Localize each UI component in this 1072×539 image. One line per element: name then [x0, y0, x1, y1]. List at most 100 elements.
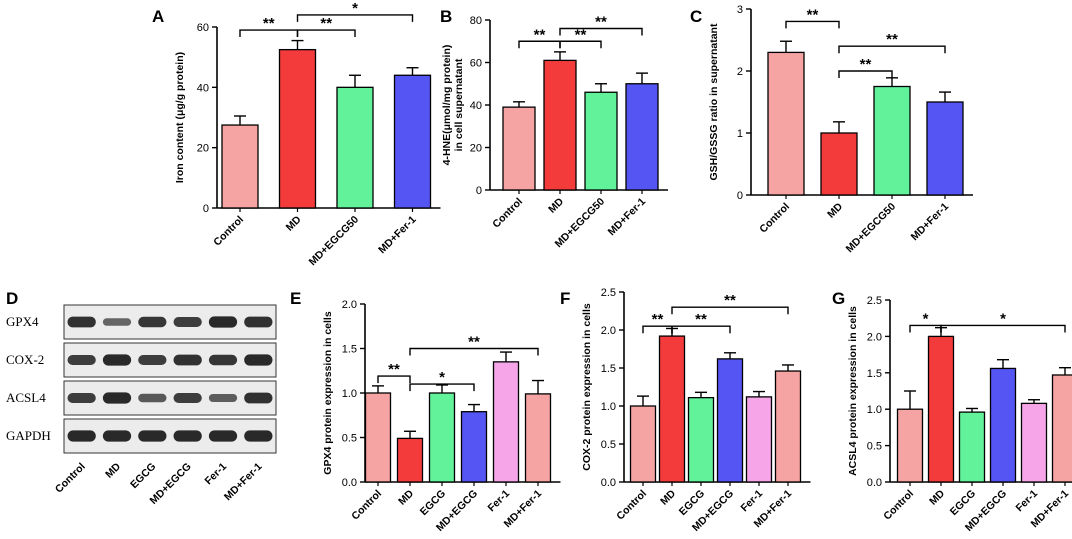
significance-label: **	[595, 14, 607, 31]
significance-label: **	[534, 26, 546, 43]
blot-band	[208, 354, 238, 366]
blot-lane-label: Control	[53, 461, 88, 496]
y-tick-label: 60	[197, 22, 209, 34]
bar-md-fer-1	[774, 370, 802, 483]
significance-label: **	[652, 311, 664, 328]
bar-md	[278, 48, 317, 209]
bar-control	[629, 405, 657, 483]
bar-fer-1	[1020, 402, 1048, 483]
blot-band	[173, 354, 202, 366]
bar-md-egcg	[460, 411, 488, 483]
y-tick-label: 0.0	[867, 477, 882, 489]
y-axis-title: in cell supernatant	[453, 58, 465, 151]
category-label: MD	[396, 487, 416, 507]
significance-label: **	[724, 292, 736, 309]
y-tick-label: 2.0	[601, 325, 616, 337]
blot-band	[102, 318, 132, 326]
y-tick-label: 80	[470, 15, 482, 27]
significance-bracket	[838, 45, 946, 54]
significance-bracket	[296, 14, 414, 22]
y-tick-label: 0	[476, 185, 482, 197]
y-axis-title: 4-HNE(μmol/mg protein)	[441, 45, 453, 166]
y-tick-label: 2.0	[867, 331, 882, 343]
significance-label: **	[468, 334, 480, 351]
blot-band	[102, 430, 132, 442]
bar-md-fer-1	[524, 393, 552, 483]
y-tick-label: 2.0	[342, 299, 357, 311]
bar-md-egcg	[716, 358, 744, 483]
panel-label-d: D	[6, 289, 18, 308]
y-tick-label: 20	[197, 143, 209, 155]
bar-md	[543, 59, 577, 191]
category-label: Control	[881, 488, 916, 523]
blot-band	[244, 354, 273, 366]
panel-label-e: E	[290, 289, 301, 308]
significance-label: **	[807, 6, 819, 23]
y-tick-label: 0	[737, 190, 743, 202]
significance-label: **	[886, 31, 898, 48]
y-tick-label: 2	[737, 66, 743, 78]
blot-band	[173, 430, 202, 442]
category-label: Fer-1	[1013, 488, 1040, 515]
bar-md	[396, 437, 424, 483]
bar-md-egcg50	[336, 86, 374, 209]
category-label: Control	[490, 196, 525, 231]
y-tick-label: 1.0	[342, 388, 357, 400]
blot-protein-label: GAPDH	[6, 428, 51, 443]
significance-bracket	[785, 20, 840, 29]
panel-label-f: F	[560, 289, 570, 308]
blot-protein-label: ACSL4	[6, 390, 46, 405]
blot-lane-label: MD+Fer-1	[222, 461, 265, 504]
significance-bracket	[838, 70, 893, 78]
y-tick-label: 1.5	[601, 363, 616, 375]
y-axis-title: GPX4 protein expression in cells	[322, 311, 334, 475]
significance-bracket	[409, 347, 539, 356]
blot-band	[138, 393, 167, 403]
y-tick-label: 1.0	[867, 404, 882, 416]
panel-label-g: G	[832, 289, 845, 308]
significance-bracket	[671, 325, 731, 334]
bar-egcg	[958, 411, 986, 483]
bar-md	[658, 335, 686, 483]
significance-label: *	[923, 310, 929, 327]
bar-control	[896, 408, 924, 483]
blot-band	[102, 354, 132, 366]
bar-md-fer-1	[926, 101, 964, 196]
significance-label: *	[1000, 310, 1006, 327]
significance-label: **	[388, 361, 400, 378]
category-label: MD+EGCG50	[307, 214, 362, 269]
y-tick-label: 60	[470, 58, 482, 70]
blot-protein-label: GPX4	[6, 314, 39, 329]
category-label: Fer-1	[485, 488, 512, 515]
category-label: Fer-1	[738, 488, 765, 515]
category-label: MD+Fer-1	[376, 214, 419, 257]
blot-lane-label: EGCG	[128, 461, 158, 491]
y-tick-label: 1	[737, 128, 743, 140]
y-tick-label: 1.5	[867, 368, 882, 380]
category-label: MD+Fer-1	[909, 201, 952, 244]
chart-panel-a: A 0 20 40 60 Iron content (μg/g protein) Contr…	[152, 0, 441, 268]
blot-lane-label: MD	[103, 460, 123, 480]
blot-band	[244, 392, 273, 404]
y-axis-title: ACSL4 protein expression in cells	[847, 306, 859, 476]
chart-panel-g: G 0.0 0.5 1.0 1.5 2.0 2.5 ACSL4 protein express…	[832, 289, 1072, 534]
y-tick-label: 1.0	[601, 401, 616, 413]
bar-md-egcg50	[584, 91, 618, 191]
category-label: Control	[211, 214, 246, 249]
blot-band	[244, 430, 273, 442]
y-tick-label: 1.5	[342, 344, 357, 356]
category-label: MD	[658, 487, 678, 507]
blot-band	[138, 316, 167, 328]
category-label: MD	[284, 213, 304, 233]
significance-label: **	[263, 15, 275, 32]
bar-control	[364, 392, 392, 483]
bar-md-egcg50	[873, 85, 911, 196]
blot-protein-label: COX-2	[6, 352, 44, 367]
bar-control	[221, 124, 259, 209]
significance-bracket	[671, 306, 789, 315]
chart-panel-c: C 0 1 2 3 GSH/GSSG ratio in supernatant Contro…	[690, 4, 973, 255]
y-tick-label: 0.5	[601, 439, 616, 451]
blot-strip	[63, 380, 277, 416]
bar-egcg	[428, 392, 456, 483]
